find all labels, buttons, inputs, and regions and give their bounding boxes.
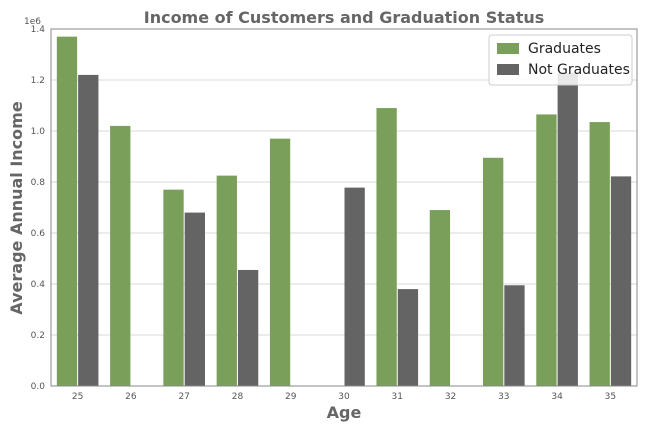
bar-graduates: [269, 138, 291, 386]
bar-not-graduates: [557, 72, 578, 387]
y-tick-label: 0.8: [31, 178, 46, 188]
legend-label: Not Graduates: [528, 62, 630, 78]
bar-not-graduates: [78, 74, 99, 387]
y-axis-ticks: 0.0 0.2 0.4 0.6 0.8 1.0 1.2 1.4: [31, 25, 46, 392]
bar-graduates: [216, 175, 237, 386]
y-tick-label: 0.2: [31, 331, 45, 341]
bar-graduates: [163, 189, 184, 386]
x-tick-label: 26: [125, 392, 137, 402]
y-offset-text: 1e6: [24, 17, 41, 27]
gridlines: [51, 28, 637, 387]
x-tick-label: 28: [232, 392, 244, 402]
x-tick-label: 31: [392, 392, 403, 402]
bar-not-graduates: [184, 212, 205, 386]
bar-not-graduates: [397, 289, 419, 386]
y-tick-label: 1.2: [31, 76, 45, 86]
bar-not-graduates: [504, 285, 525, 386]
bar-graduates: [536, 114, 557, 387]
y-tick-label: 0.6: [31, 229, 46, 239]
bar-graduates: [110, 125, 131, 387]
legend-swatch: [497, 43, 519, 54]
x-tick-label: 27: [178, 392, 189, 402]
x-axis-ticks: 25 26 27 28 29 30 31 32 33 34 35: [72, 392, 616, 402]
bar-not-graduates: [237, 269, 259, 386]
bars: [56, 36, 632, 387]
bar-not-graduates: [610, 176, 632, 386]
x-tick-label: 34: [551, 392, 563, 402]
x-tick-label: 35: [605, 392, 616, 402]
legend: Graduates Not Graduates: [488, 34, 633, 86]
y-tick-label: 0.4: [31, 280, 46, 290]
bar-graduates: [589, 122, 610, 386]
bar-graduates: [56, 36, 78, 387]
x-tick-label: 29: [285, 392, 297, 402]
y-tick-label: 1.0: [31, 127, 46, 137]
legend-swatch: [497, 64, 519, 75]
legend-label: Graduates: [528, 41, 601, 57]
bar-not-graduates: [344, 187, 365, 386]
bar-graduates: [376, 108, 397, 387]
bar-graduates: [483, 157, 504, 386]
x-axis-label: Age: [327, 403, 362, 422]
x-tick-label: 32: [445, 392, 456, 402]
bar-graduates: [429, 210, 451, 386]
y-tick-label: 1.4: [31, 25, 46, 35]
plot-frame: [50, 28, 638, 387]
y-axis-label: Average Annual Income: [7, 101, 26, 315]
x-tick-label: 30: [338, 392, 350, 402]
y-tick-label: 0.0: [31, 382, 46, 392]
x-tick-label: 25: [72, 392, 83, 402]
x-tick-label: 33: [498, 392, 509, 402]
chart-title: Income of Customers and Graduation Statu…: [144, 8, 545, 27]
legend-box: [488, 34, 633, 86]
